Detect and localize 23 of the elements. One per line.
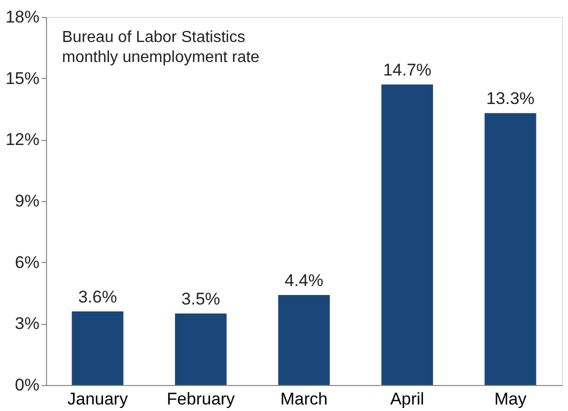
text: Bureau of Labor Statistics monthly unemployment rate — [62, 29, 260, 66]
data-label: 14.7% — [383, 60, 432, 80]
data-label: 3.5% — [181, 289, 220, 308]
bar — [175, 313, 227, 385]
y-tick-label: 15% — [5, 68, 40, 88]
bar — [72, 311, 124, 385]
y-tick-label: 18% — [5, 8, 40, 26]
data-label: 13.3% — [486, 89, 534, 108]
y-tick-label: 12% — [5, 130, 40, 150]
x-tick-label: February — [166, 390, 236, 408]
y-tick-label: 9% — [14, 192, 40, 210]
data-label: 4.4% — [284, 271, 324, 290]
data-label: 3.6% — [78, 287, 117, 306]
y-tick-label: 6% — [14, 252, 40, 272]
x-tick-label: January — [67, 390, 128, 408]
bar — [381, 84, 433, 385]
y-tick-label: 0% — [14, 376, 40, 394]
x-tick-label: May — [494, 390, 527, 408]
y-tick-label: 3% — [14, 314, 40, 334]
bar — [278, 295, 330, 385]
x-tick-label: April — [390, 390, 424, 408]
bar — [484, 113, 536, 385]
x-tick-label: March — [280, 390, 328, 408]
